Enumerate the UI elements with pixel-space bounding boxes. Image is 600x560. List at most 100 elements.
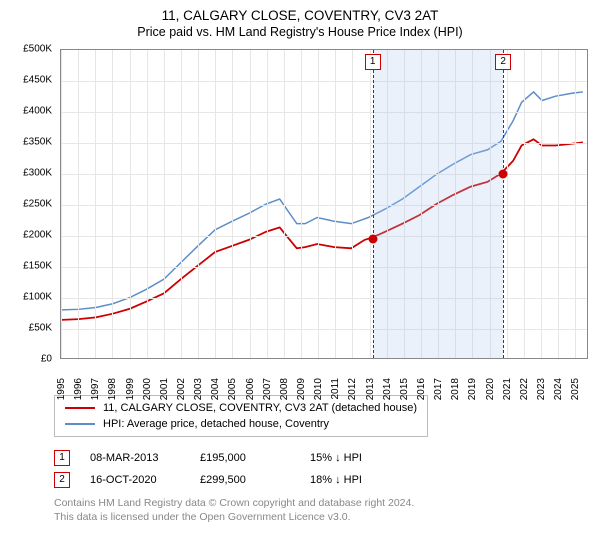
y-tick-label: £0 [41,354,52,365]
chart: £0£50K£100K£150K£200K£250K£300K£350K£400… [12,49,588,389]
grid-line [61,174,587,175]
x-tick-label: 2025 [570,378,581,400]
y-tick-label: £400K [23,106,52,117]
grid-line [61,329,587,330]
legend-swatch [65,423,95,425]
x-tick-label: 2020 [485,378,496,400]
x-axis: 1995199619971998199920002001200220032004… [60,359,588,389]
x-tick-label: 2007 [262,378,273,400]
x-tick-label: 2022 [519,378,530,400]
marker-box: 1 [365,54,381,70]
legend: 11, CALGARY CLOSE, COVENTRY, CV3 2AT (de… [54,395,428,437]
transactions-table: 108-MAR-2013£195,00015% ↓ HPI216-OCT-202… [54,447,588,491]
x-tick-label: 2004 [210,378,221,400]
marker-vline [373,50,374,358]
x-tick-label: 2012 [347,378,358,400]
x-tick-label: 2023 [536,378,547,400]
grid-line [95,50,96,358]
transaction-hpi-diff: 15% ↓ HPI [310,452,420,464]
x-tick-label: 2002 [176,378,187,400]
x-tick-label: 2014 [382,378,393,400]
chart-lines [61,50,587,358]
x-tick-label: 2021 [502,378,513,400]
legend-row: 11, CALGARY CLOSE, COVENTRY, CV3 2AT (de… [65,400,417,416]
marker-box: 2 [495,54,511,70]
grid-line [61,267,587,268]
legend-swatch [65,407,95,409]
grid-line [147,50,148,358]
x-tick-label: 2019 [467,378,478,400]
marker-dot [368,235,377,244]
grid-line [352,50,353,358]
y-axis: £0£50K£100K£150K£200K£250K£300K£350K£400… [12,49,56,359]
grid-line [61,298,587,299]
transaction-id-box: 2 [54,472,70,488]
grid-line [507,50,508,358]
series-hpi [62,92,583,310]
x-tick-label: 2003 [193,378,204,400]
grid-line [284,50,285,358]
x-tick-label: 2009 [296,378,307,400]
grid-line [232,50,233,358]
x-tick-label: 2010 [313,378,324,400]
plot-area: 12 [60,49,588,359]
legend-label: 11, CALGARY CLOSE, COVENTRY, CV3 2AT (de… [103,402,417,414]
grid-line [78,50,79,358]
x-tick-label: 2006 [245,378,256,400]
transaction-hpi-diff: 18% ↓ HPI [310,474,420,486]
grid-line [301,50,302,358]
transaction-price: £195,000 [200,452,310,464]
x-tick-label: 2015 [399,378,410,400]
grid-line [318,50,319,358]
transaction-row: 2 16-OCT-2020£299,50018% ↓ HPI [54,469,588,491]
x-tick-label: 2008 [279,378,290,400]
legend-row: HPI: Average price, detached house, Cove… [65,416,417,432]
marker-vline [503,50,504,358]
x-tick-label: 2005 [227,378,238,400]
footer-line-1: Contains HM Land Registry data © Crown c… [54,497,588,511]
y-tick-label: £300K [23,168,52,179]
marker-dot [499,170,508,179]
transaction-id-box: 1 [54,450,70,466]
x-tick-label: 2013 [365,378,376,400]
x-tick-label: 2001 [159,378,170,400]
grid-line [61,50,62,358]
x-tick-label: 1996 [73,378,84,400]
legend-label: HPI: Average price, detached house, Cove… [103,418,329,430]
grid-line [130,50,131,358]
x-tick-label: 2011 [330,378,341,400]
page-title: 11, CALGARY CLOSE, COVENTRY, CV3 2AT [12,8,588,23]
y-tick-label: £350K [23,137,52,148]
x-tick-label: 1998 [107,378,118,400]
grid-line [541,50,542,358]
grid-line [575,50,576,358]
grid-line [250,50,251,358]
x-tick-label: 2018 [450,378,461,400]
x-tick-label: 2024 [553,378,564,400]
highlight-band [373,50,503,358]
grid-line [215,50,216,358]
grid-line [198,50,199,358]
x-tick-label: 2017 [433,378,444,400]
grid-line [267,50,268,358]
grid-line [370,50,371,358]
y-tick-label: £150K [23,261,52,272]
transaction-date: 16-OCT-2020 [90,474,200,486]
grid-line [61,81,587,82]
x-tick-label: 2000 [142,378,153,400]
y-tick-label: £500K [23,44,52,55]
grid-line [335,50,336,358]
grid-line [112,50,113,358]
x-tick-label: 1999 [125,378,136,400]
y-tick-label: £100K [23,292,52,303]
x-tick-label: 1997 [90,378,101,400]
footer-line-2: This data is licensed under the Open Gov… [54,511,588,525]
transaction-price: £299,500 [200,474,310,486]
grid-line [558,50,559,358]
y-tick-label: £450K [23,75,52,86]
grid-line [61,112,587,113]
grid-line [181,50,182,358]
transaction-row: 108-MAR-2013£195,00015% ↓ HPI [54,447,588,469]
x-tick-label: 2016 [416,378,427,400]
y-tick-label: £250K [23,199,52,210]
